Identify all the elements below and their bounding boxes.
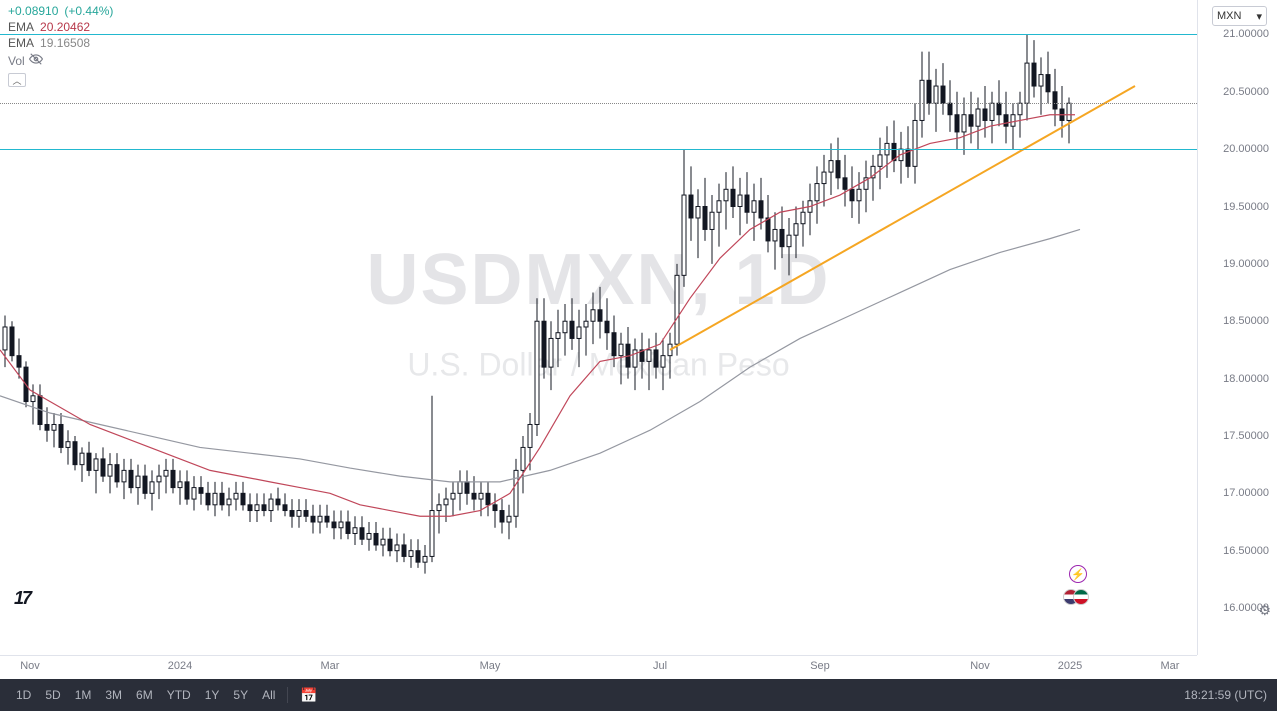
horizontal-line[interactable] bbox=[0, 103, 1197, 104]
ema2-value: 19.16508 bbox=[40, 36, 90, 50]
timeframe-3m[interactable]: 3M bbox=[99, 684, 128, 706]
ema2-label: EMA bbox=[8, 36, 34, 50]
x-tick: May bbox=[480, 660, 501, 672]
y-tick: 19.50000 bbox=[1223, 201, 1269, 213]
x-tick: Nov bbox=[20, 660, 40, 672]
y-tick: 18.50000 bbox=[1223, 315, 1269, 327]
timeframe-1y[interactable]: 1Y bbox=[199, 684, 226, 706]
timeframe-5d[interactable]: 5D bbox=[39, 684, 66, 706]
currency-flags bbox=[1069, 589, 1089, 605]
chevron-down-icon: ▾ bbox=[1256, 10, 1262, 23]
watermark-subtitle: U.S. Dollar / Mexican Peso bbox=[407, 347, 789, 384]
timeframe-1d[interactable]: 1D bbox=[10, 684, 37, 706]
ema1-value: 20.20462 bbox=[40, 20, 90, 34]
x-tick: Jul bbox=[653, 660, 667, 672]
timeframe-5y[interactable]: 5Y bbox=[227, 684, 254, 706]
timeframe-ytd[interactable]: YTD bbox=[161, 684, 197, 706]
price-change-pct: (+0.44%) bbox=[64, 4, 113, 18]
timeframe-1m[interactable]: 1M bbox=[69, 684, 98, 706]
flash-icon[interactable]: ⚡ bbox=[1069, 565, 1087, 583]
footer-bar: 1D5D1M3M6MYTD1Y5YAll 📅 18:21:59 (UTC) bbox=[0, 679, 1277, 711]
collapse-button[interactable]: ︿ bbox=[8, 73, 26, 87]
y-tick: 20.00000 bbox=[1223, 143, 1269, 155]
vol-label: Vol bbox=[8, 54, 25, 68]
timeframe-all[interactable]: All bbox=[256, 684, 281, 706]
y-tick: 20.50000 bbox=[1223, 86, 1269, 98]
timeframe-6m[interactable]: 6M bbox=[130, 684, 159, 706]
chart-area[interactable]: USDMXN, 1D U.S. Dollar / Mexican Peso +0… bbox=[0, 0, 1197, 655]
y-tick: 18.00000 bbox=[1223, 373, 1269, 385]
x-tick: Nov bbox=[970, 660, 990, 672]
date-range-icon[interactable]: 📅 bbox=[294, 683, 323, 708]
y-axis[interactable]: MXN ▾ 21.00000 20.50000 20.00000 19.50000 19… bbox=[1197, 0, 1277, 655]
y-tick: 21.00000 bbox=[1223, 28, 1269, 40]
x-tick: Mar bbox=[1161, 660, 1180, 672]
x-tick: Mar bbox=[321, 660, 340, 672]
y-tick: 17.50000 bbox=[1223, 430, 1269, 442]
x-axis[interactable]: Nov 2024 Mar May Jul Sep Nov 2025 Mar bbox=[0, 655, 1197, 679]
watermark-title: USDMXN, 1D bbox=[366, 239, 830, 321]
tradingview-logo: 17 bbox=[14, 588, 30, 609]
horizontal-line[interactable] bbox=[0, 34, 1197, 35]
y-tick: 19.00000 bbox=[1223, 258, 1269, 270]
ema1-label: EMA bbox=[8, 20, 34, 34]
chart-header: +0.08910 (+0.44%) EMA 20.20462 EMA 19.16… bbox=[8, 4, 113, 87]
clock: 18:21:59 (UTC) bbox=[1184, 688, 1267, 702]
flag-mx-icon bbox=[1073, 589, 1089, 605]
y-tick: 16.50000 bbox=[1223, 545, 1269, 557]
price-change: +0.08910 bbox=[8, 4, 58, 18]
x-tick: 2024 bbox=[168, 660, 192, 672]
x-tick: Sep bbox=[810, 660, 830, 672]
currency-select[interactable]: MXN ▾ bbox=[1212, 6, 1267, 26]
eye-off-icon[interactable] bbox=[29, 52, 43, 69]
timeframe-list: 1D5D1M3M6MYTD1Y5YAll bbox=[10, 684, 281, 706]
horizontal-line[interactable] bbox=[0, 149, 1197, 150]
settings-icon[interactable]: ⚙ bbox=[1258, 602, 1271, 619]
chart-svg bbox=[0, 0, 1197, 631]
x-tick: 2025 bbox=[1058, 660, 1082, 672]
y-tick: 17.00000 bbox=[1223, 487, 1269, 499]
